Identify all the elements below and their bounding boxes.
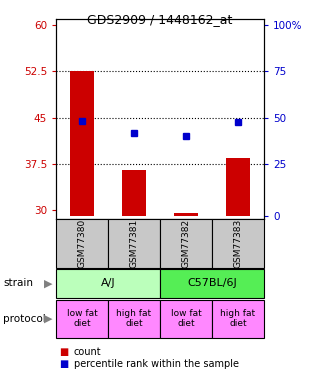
Bar: [160, 269, 264, 298]
Bar: [56, 219, 108, 268]
Bar: [70, 71, 94, 216]
Text: count: count: [74, 347, 101, 357]
Text: ▶: ▶: [44, 314, 52, 324]
Text: A/J: A/J: [101, 279, 115, 288]
Bar: [212, 300, 264, 338]
Bar: [226, 158, 250, 216]
Text: high fat
diet: high fat diet: [220, 309, 256, 328]
Text: low fat
diet: low fat diet: [67, 309, 97, 328]
Bar: [108, 219, 160, 268]
Text: strain: strain: [3, 279, 33, 288]
Text: ■: ■: [59, 347, 68, 357]
Text: GSM77380: GSM77380: [77, 219, 86, 268]
Bar: [56, 269, 160, 298]
Text: C57BL/6J: C57BL/6J: [187, 279, 237, 288]
Text: GSM77382: GSM77382: [181, 219, 190, 268]
Bar: [108, 300, 160, 338]
Text: percentile rank within the sample: percentile rank within the sample: [74, 359, 239, 369]
Text: ▶: ▶: [44, 279, 52, 288]
Bar: [174, 213, 198, 216]
Text: GSM77381: GSM77381: [130, 219, 139, 268]
Bar: [160, 300, 212, 338]
Text: low fat
diet: low fat diet: [171, 309, 201, 328]
Bar: [160, 219, 212, 268]
Bar: [56, 300, 108, 338]
Bar: [122, 170, 146, 216]
Text: ■: ■: [59, 359, 68, 369]
Text: GSM77383: GSM77383: [234, 219, 243, 268]
Text: high fat
diet: high fat diet: [116, 309, 152, 328]
Text: GDS2909 / 1448162_at: GDS2909 / 1448162_at: [87, 13, 233, 26]
Text: protocol: protocol: [3, 314, 46, 324]
Bar: [212, 219, 264, 268]
